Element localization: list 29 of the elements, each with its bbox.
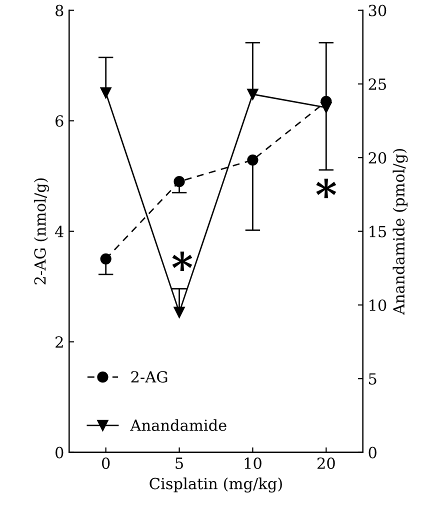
- y2-tick-label: 15: [370, 226, 386, 238]
- point: [174, 306, 185, 318]
- point: [247, 154, 258, 166]
- point: [100, 87, 112, 98]
- y2-tick-label: 20: [368, 152, 386, 164]
- point: [174, 176, 185, 188]
- y2-tick-label: 25: [368, 78, 386, 90]
- y2-tick-label: 10: [370, 299, 386, 311]
- y2-tick-label: 0: [368, 446, 376, 458]
- point: [247, 88, 258, 100]
- y-tick-label: 0: [56, 446, 64, 458]
- annotation: *: [316, 178, 336, 198]
- x-tick-label: 0: [102, 457, 110, 470]
- y-tick-label: 2: [56, 336, 63, 348]
- x-tick-label: 5: [176, 458, 183, 470]
- x-tick-label: 10: [244, 457, 262, 470]
- y2-tick-label: 5: [369, 373, 376, 385]
- y-tick-label: 4: [55, 226, 64, 238]
- x-axis-title: Cisplatin (mg/kg): [150, 478, 282, 493]
- y2-axis-title: Anandamide (pmol/g): [392, 149, 408, 315]
- legend-label: 2-AG: [131, 371, 168, 383]
- y-axis-title: 2-AG (nmol/g): [34, 178, 49, 284]
- point: [100, 253, 112, 264]
- x-tick-label: 20: [317, 457, 335, 470]
- y-tick-label: 6: [56, 115, 64, 127]
- legend-label: Anandamide: [130, 419, 226, 432]
- y-tick-label: 8: [56, 4, 64, 16]
- y2-tick-label: 30: [368, 4, 386, 16]
- annotation: *: [172, 252, 192, 272]
